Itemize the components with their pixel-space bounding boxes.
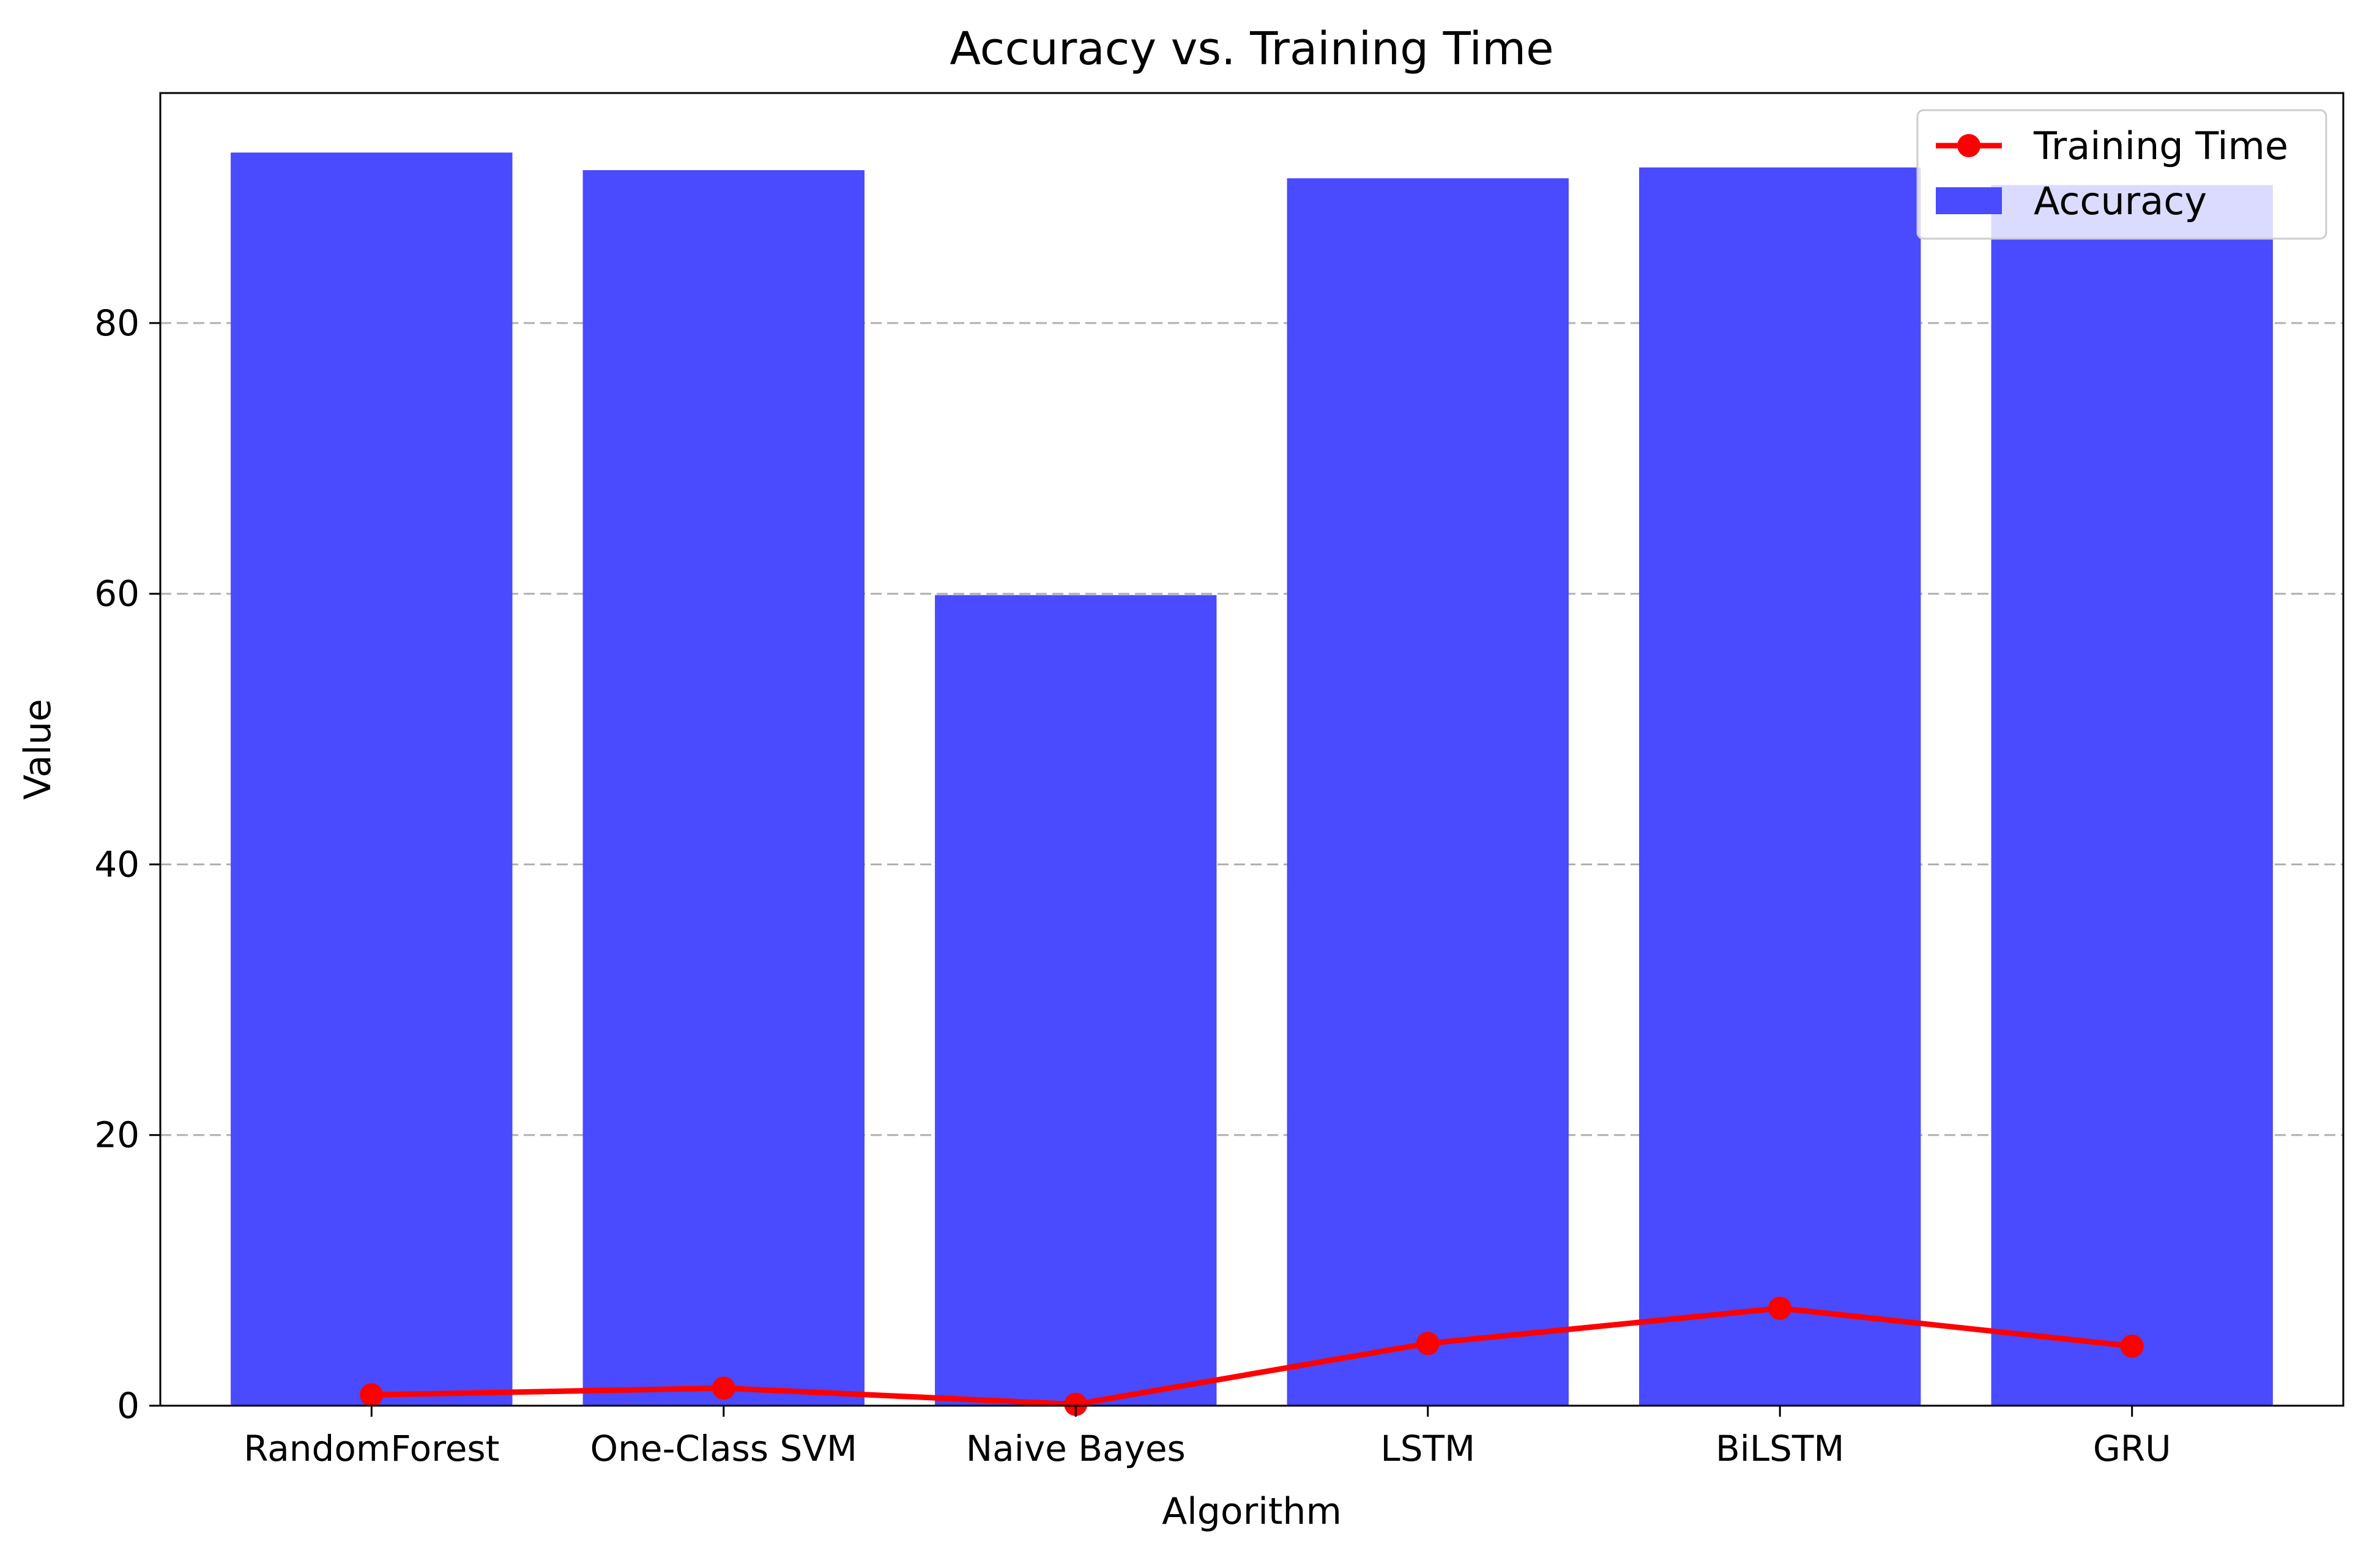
x-tick-label: LSTM [1380,1428,1475,1469]
accuracy-bars [231,152,2273,1406]
legend-label: Accuracy [2034,179,2207,223]
training-time-point [1416,1332,1440,1356]
grid-lines [160,322,2343,1136]
training-time-point [712,1376,735,1400]
accuracy-bar [1287,178,1569,1406]
chart-title: Accuracy vs. Training Time [950,23,1553,75]
accuracy-bar [1639,167,1921,1406]
legend-marker [1957,134,1980,157]
y-tick-label: 0 [117,1385,139,1427]
x-tick-label: Naive Bayes [966,1428,1186,1469]
y-tick-label: 40 [94,843,139,885]
accuracy-bar [1991,185,2273,1406]
x-axis-label: Algorithm [1162,1490,1342,1533]
training-time-polyline [368,1305,2135,1408]
x-tick-label: One-Class SVM [590,1428,857,1469]
training-time-point [1768,1296,1792,1320]
x-tick-label: RandomForest [244,1428,499,1469]
plot-frame [159,92,2345,1407]
x-tick-label: GRU [2093,1428,2171,1469]
training-time-point [1064,1392,1088,1416]
training-time-line [360,1296,2144,1416]
y-tick-label: 80 [94,302,139,344]
legend-label: Training Time [2033,124,2288,168]
accuracy-bar [935,595,1217,1406]
y-tick-label: 60 [94,573,139,614]
x-tick-label: BiLSTM [1716,1428,1845,1469]
training-time-point [2120,1334,2144,1358]
legend-bar-swatch [1936,187,2002,214]
y-axis-ticks: 0 20 40 60 80 [94,302,160,1427]
y-axis-label: Value [17,699,59,800]
legend: Training Time Accuracy [1916,109,2327,240]
accuracy-bar [582,170,865,1406]
x-axis-ticks: RandomForest One-Class SVM Naive Bayes LSTM… [244,1406,2171,1469]
legend-box [1916,109,2327,240]
training-time-point [360,1383,384,1407]
accuracy-bar [231,152,513,1406]
y-tick-label: 20 [94,1114,139,1156]
